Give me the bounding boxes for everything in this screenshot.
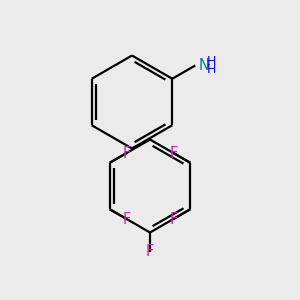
Text: F: F: [169, 146, 178, 160]
Text: H: H: [207, 63, 216, 76]
Text: F: F: [169, 212, 178, 226]
Text: N: N: [198, 58, 209, 73]
Text: F: F: [122, 146, 131, 160]
Text: F: F: [122, 212, 131, 226]
Text: F: F: [146, 244, 154, 260]
Text: H: H: [207, 55, 216, 68]
